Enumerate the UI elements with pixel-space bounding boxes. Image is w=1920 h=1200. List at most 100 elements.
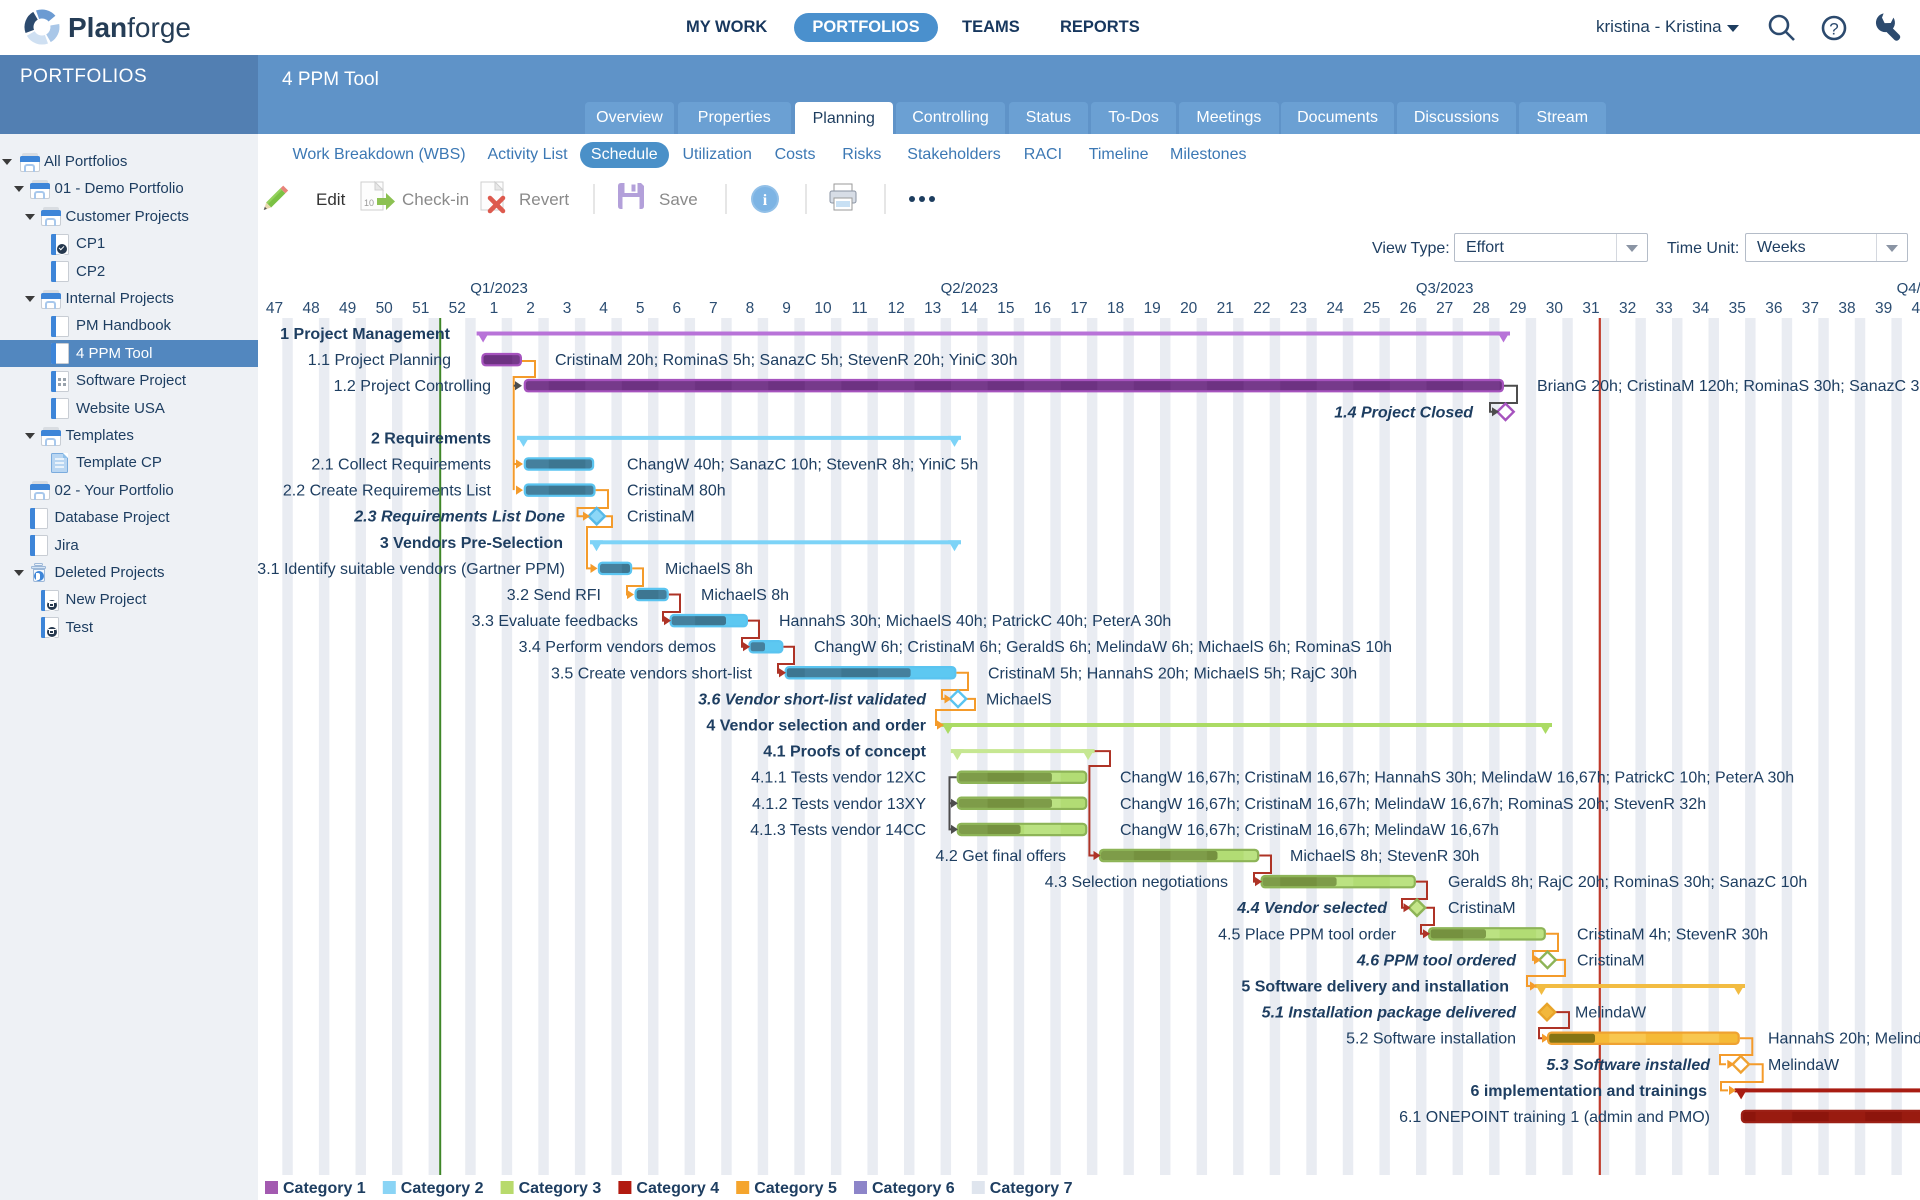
svg-text:2 Requirements: 2 Requirements xyxy=(371,430,491,447)
svg-text:CristinaM 20h; RominaS 5h; San: CristinaM 20h; RominaS 5h; SanazC 5h; St… xyxy=(555,352,1017,369)
svg-text:23: 23 xyxy=(1290,300,1307,317)
svg-text:3.4 Perform vendors demos: 3.4 Perform vendors demos xyxy=(519,639,716,656)
svg-text:CristinaM: CristinaM xyxy=(627,509,695,526)
svg-text:5.2 Software installation: 5.2 Software installation xyxy=(1346,1031,1516,1048)
svg-text:37: 37 xyxy=(1802,300,1819,317)
svg-text:i: i xyxy=(763,192,768,209)
svg-text:Category 3: Category 3 xyxy=(519,1180,602,1197)
svg-text:2.3 Requirements List Done: 2.3 Requirements List Done xyxy=(353,509,565,526)
svg-text:39: 39 xyxy=(1875,300,1892,317)
svg-text:CristinaM 4h; StevenR 30h: CristinaM 4h; StevenR 30h xyxy=(1577,926,1768,943)
svg-text:4.1.1 Tests vendor 12XC: 4.1.1 Tests vendor 12XC xyxy=(751,770,926,787)
svg-text:30: 30 xyxy=(1546,300,1564,317)
svg-text:4.6 PPM tool ordered: 4.6 PPM tool ordered xyxy=(1356,952,1517,969)
svg-text:1.1 Project Planning: 1.1 Project Planning xyxy=(308,352,451,369)
svg-text:Edit: Edit xyxy=(316,190,346,209)
svg-text:Q1/2023: Q1/2023 xyxy=(470,280,528,297)
svg-text:8: 8 xyxy=(746,300,755,317)
svg-text:33: 33 xyxy=(1655,300,1672,317)
svg-text:4 Vendor selection and order: 4 Vendor selection and order xyxy=(706,718,926,735)
svg-text:40: 40 xyxy=(1911,300,1920,317)
svg-text:49: 49 xyxy=(339,300,356,317)
svg-text:4.3 Selection negotiations: 4.3 Selection negotiations xyxy=(1045,874,1228,891)
svg-text:18: 18 xyxy=(1107,300,1124,317)
svg-text:52: 52 xyxy=(449,300,466,317)
svg-text:6 implementation and trainings: 6 implementation and trainings xyxy=(1471,1083,1708,1100)
svg-text:Category 2: Category 2 xyxy=(401,1180,484,1197)
svg-text:6: 6 xyxy=(672,300,681,317)
svg-text:3: 3 xyxy=(563,300,572,317)
svg-text:Category 5: Category 5 xyxy=(754,1180,837,1197)
svg-text:36: 36 xyxy=(1765,300,1782,317)
svg-text:3.2 Send RFI: 3.2 Send RFI xyxy=(507,587,601,604)
svg-text:6.1 ONEPOINT training 1 (admin: 6.1 ONEPOINT training 1 (admin and PMO) xyxy=(1399,1109,1710,1126)
svg-text:1.4 Project Closed: 1.4 Project Closed xyxy=(1334,404,1474,421)
svg-text:ChangW 40h; SanazC 10h; Steven: ChangW 40h; SanazC 10h; StevenR 8h; Yini… xyxy=(627,457,978,474)
svg-text:5.1 Installation package deliv: 5.1 Installation package delivered xyxy=(1262,1005,1518,1022)
svg-text:15: 15 xyxy=(997,300,1014,317)
svg-text:5.3 Software installed: 5.3 Software installed xyxy=(1546,1057,1711,1074)
svg-text:CristinaM 80h: CristinaM 80h xyxy=(627,483,726,500)
svg-text:47: 47 xyxy=(266,300,283,317)
svg-text:Save: Save xyxy=(659,190,698,209)
svg-text:MichaelS 8h: MichaelS 8h xyxy=(701,587,789,604)
svg-text:HannahS 20h; MelindaW 40h: HannahS 20h; MelindaW 40h xyxy=(1768,1031,1920,1048)
svg-text:ChangW 16,67h; CristinaM 16,67: ChangW 16,67h; CristinaM 16,67h; Melinda… xyxy=(1120,822,1499,839)
svg-text:9: 9 xyxy=(782,300,791,317)
svg-text:48: 48 xyxy=(302,300,319,317)
svg-text:24: 24 xyxy=(1326,300,1344,317)
svg-text:Category 6: Category 6 xyxy=(872,1180,955,1197)
svg-text:21: 21 xyxy=(1217,300,1234,317)
svg-text:26: 26 xyxy=(1400,300,1417,317)
svg-text:MelindaW: MelindaW xyxy=(1768,1057,1840,1074)
svg-text:ChangW 16,67h; CristinaM 16,67: ChangW 16,67h; CristinaM 16,67h; Melinda… xyxy=(1120,796,1706,813)
svg-text:28: 28 xyxy=(1473,300,1490,317)
svg-text:27: 27 xyxy=(1436,300,1453,317)
svg-text:10: 10 xyxy=(814,300,832,317)
svg-text:4.1.3 Tests vendor 14CC: 4.1.3 Tests vendor 14CC xyxy=(750,822,926,839)
svg-text:MichaelS 8h; StevenR 30h: MichaelS 8h; StevenR 30h xyxy=(1290,848,1479,865)
svg-text:2.2 Create Requirements List: 2.2 Create Requirements List xyxy=(283,483,492,500)
svg-text:CristinaM: CristinaM xyxy=(1577,952,1645,969)
svg-text:2: 2 xyxy=(526,300,535,317)
svg-text:4: 4 xyxy=(599,300,608,317)
svg-text:3.6 Vendor short-list validate: 3.6 Vendor short-list validated xyxy=(698,691,927,708)
svg-text:12: 12 xyxy=(888,300,905,317)
svg-text:5: 5 xyxy=(636,300,645,317)
svg-text:4.1 Proofs of concept: 4.1 Proofs of concept xyxy=(763,744,926,761)
svg-text:Q2/2023: Q2/2023 xyxy=(941,280,999,297)
svg-text:3.3 Evaluate feedbacks: 3.3 Evaluate feedbacks xyxy=(472,613,638,630)
svg-text:Q4/2023: Q4/2023 xyxy=(1897,280,1920,297)
svg-text:19: 19 xyxy=(1144,300,1161,317)
svg-text:10: 10 xyxy=(364,198,374,208)
svg-text:MichaelS: MichaelS xyxy=(986,691,1052,708)
svg-text:35: 35 xyxy=(1729,300,1746,317)
svg-text:1 Project Management: 1 Project Management xyxy=(280,326,451,343)
svg-text:2.1 Collect Requirements: 2.1 Collect Requirements xyxy=(311,457,491,474)
svg-text:51: 51 xyxy=(412,300,429,317)
svg-text:20: 20 xyxy=(1180,300,1198,317)
svg-text:CristinaM: CristinaM xyxy=(1448,900,1516,917)
svg-text:5 Software delivery and instal: 5 Software delivery and installation xyxy=(1241,979,1509,996)
svg-text:3.5 Create vendors short-list: 3.5 Create vendors short-list xyxy=(551,665,753,682)
svg-text:4.2 Get final offers: 4.2 Get final offers xyxy=(936,848,1066,865)
svg-text:3.1 Identify suitable vendors: 3.1 Identify suitable vendors (Gartner P… xyxy=(257,561,565,578)
svg-text:ChangW 16,67h; CristinaM 16,67: ChangW 16,67h; CristinaM 16,67h; HannahS… xyxy=(1120,770,1794,787)
svg-text:MelindaW: MelindaW xyxy=(1575,1005,1647,1022)
svg-text:7: 7 xyxy=(709,300,718,317)
svg-text:4.4 Vendor selected: 4.4 Vendor selected xyxy=(1236,900,1388,917)
svg-text:11: 11 xyxy=(852,300,868,317)
svg-text:31: 31 xyxy=(1582,300,1599,317)
svg-text:13: 13 xyxy=(924,300,941,317)
svg-text:Category 7: Category 7 xyxy=(990,1180,1073,1197)
svg-text:BrianG 20h; CristinaM 120h; Ro: BrianG 20h; CristinaM 120h; RominaS 30h;… xyxy=(1537,378,1920,395)
svg-text:50: 50 xyxy=(376,300,394,317)
svg-text:4.5 Place PPM tool order: 4.5 Place PPM tool order xyxy=(1218,926,1397,943)
svg-text:17: 17 xyxy=(1070,300,1087,317)
svg-text:?: ? xyxy=(1829,20,1838,39)
svg-text:4.1.2 Tests vendor 13XY: 4.1.2 Tests vendor 13XY xyxy=(752,796,926,813)
svg-text:CristinaM 5h; HannahS 20h; Mic: CristinaM 5h; HannahS 20h; MichaelS 5h; … xyxy=(988,665,1357,682)
svg-text:1: 1 xyxy=(490,300,499,317)
svg-text:MichaelS 8h: MichaelS 8h xyxy=(665,561,753,578)
svg-text:16: 16 xyxy=(1034,300,1051,317)
